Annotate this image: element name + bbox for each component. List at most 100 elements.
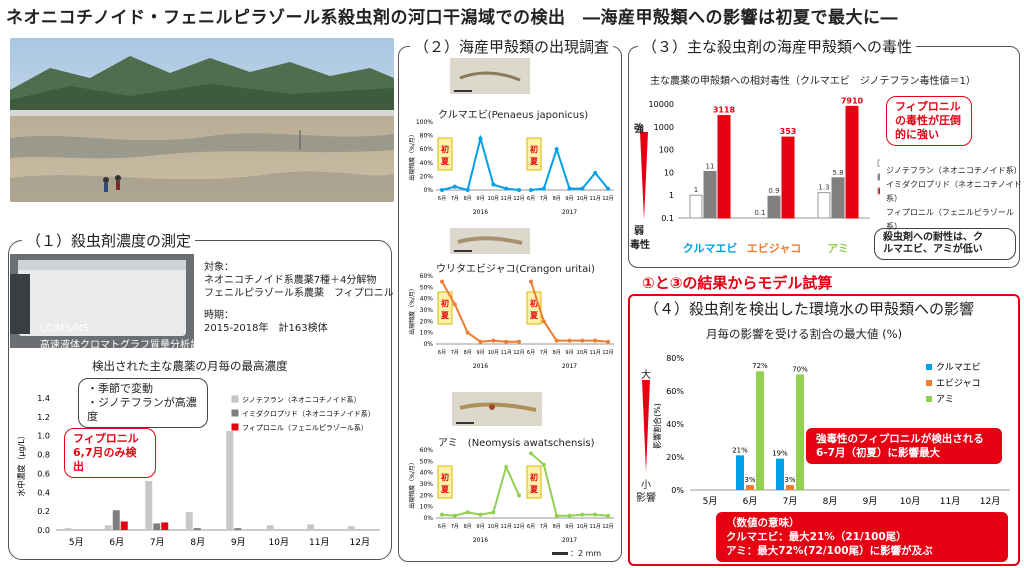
section4-panel (628, 294, 1020, 566)
bar-0 (185, 512, 193, 530)
data-point (554, 513, 559, 518)
year-label: 2017 (562, 209, 577, 216)
series-line (441, 134, 520, 192)
early-summer-label-top: 初 (530, 298, 538, 308)
early-summer-label-bottom: 夏 (440, 157, 450, 166)
x-tick-label: 7月 (783, 496, 798, 507)
data-point (517, 493, 521, 498)
kuruma-occurrence-chart: 0% 20% 40% 60% 80% 100%出現頻度（%/月） 初夏 6月 7月 8月 9月 10月… (408, 119, 614, 216)
early-summer-label-top: 初 (530, 144, 538, 154)
data-point (593, 171, 598, 175)
bar-1 (193, 528, 201, 530)
species-2-label: ウリタエビジャコ(Crangon uritai) (436, 264, 595, 275)
meaning-box: （数値の意味） クルマエビ：最大21%（21/100尾） アミ：最大72%(72… (716, 512, 1008, 562)
data-point (580, 338, 585, 343)
early-summer-box (437, 291, 453, 325)
section1-title: （１）殺虫剤濃度の測定 (22, 230, 196, 251)
y-axis-label: 出現頻度（%/月） (408, 285, 416, 335)
data-point (452, 302, 457, 307)
target-line-2: フェニルピラゾール系農薬 フィプロニル (204, 288, 394, 299)
y-axis-label: 出現頻度（%/月） (408, 131, 416, 181)
resistance-callout: 殺虫剤への耐性は、ク ルマエビ、アミが低い (874, 228, 1016, 260)
data-point (606, 513, 610, 518)
x-tick-label: 9月 (863, 496, 878, 507)
bar-value-label: 353 (780, 127, 797, 136)
legend-label: クルマエビ (936, 362, 981, 373)
x-tick-label: 12月 (513, 524, 524, 530)
y-axis-label: 影響割合(%) (652, 403, 662, 449)
data-point (440, 512, 444, 517)
legend-swatch (926, 364, 932, 370)
data-point (491, 338, 496, 343)
x-tick-label: 6月 (109, 537, 124, 548)
impact-label: 影響 (636, 493, 656, 504)
callout-line-2: 6-7月（初夏）に影響最大 (816, 447, 940, 459)
chart3-title: 主な農薬の甲殻類への相対毒性（クルマエビ ジノテフラン毒性値＝1） (650, 76, 976, 87)
y-tick-label: 10% (420, 330, 434, 337)
series-line (530, 281, 609, 343)
toxicity-label: 毒性 (630, 240, 650, 251)
x-tick-label: 9月 (565, 196, 573, 202)
x-tick-label: 11月 (589, 350, 600, 356)
concentration-chart: 0.0 0.2 0.4 0.6 0.8 1.0 1.2 1.4 水中濃度（μg/L） 5月 6月 7月… (16, 394, 380, 548)
y-tick-label: 80% (420, 133, 434, 140)
early-summer-label-top: 初 (441, 472, 449, 482)
x-tick-label: 8月 (190, 537, 205, 548)
x-tick-label: 11月 (309, 537, 329, 548)
y-tick-label: 10 (664, 168, 674, 177)
data-point (517, 339, 521, 344)
fip-note-2: 6,7月のみ検出 (73, 446, 137, 473)
data-point (491, 510, 496, 515)
bar-1 (234, 528, 242, 530)
early-summer-label-top: 初 (441, 298, 449, 308)
legend-swatch (877, 187, 880, 195)
y-tick-label: 0% (423, 187, 433, 194)
bar-value-label: 5.8 (832, 169, 843, 177)
y-tick-label: 0.8 (37, 451, 50, 460)
tox-legend-3: フィプロニル（フェニルピラゾール系） (886, 208, 1014, 231)
data-point (465, 188, 470, 192)
toxicity-wedge (640, 132, 648, 220)
category-label: クルマエビ (683, 241, 738, 255)
bar-2 (120, 521, 128, 530)
legend-swatch (877, 173, 880, 181)
x-tick-label: 11月 (500, 350, 511, 356)
data-point (529, 188, 533, 192)
data-point (452, 184, 457, 189)
x-tick-label: 6月 (438, 350, 446, 356)
y-tick-label: 20% (666, 453, 684, 462)
x-tick-label: 10月 (269, 537, 289, 548)
x-tick-label: 7月 (451, 350, 459, 356)
bar-value-label: 0.1 (754, 209, 765, 217)
x-tick-label: 8月 (553, 524, 561, 530)
data-point (554, 338, 559, 343)
series-line (441, 464, 520, 517)
y-tick-label: 1 (669, 191, 674, 200)
y-axis-label: 水中濃度（μg/L） (16, 431, 26, 496)
bar-value-label: 1 (694, 186, 698, 194)
early-summer-label-bottom: 夏 (529, 157, 539, 166)
y-tick-label: 10% (420, 504, 434, 511)
x-tick-label: 10月 (488, 524, 499, 530)
bar-value-label: 19% (772, 450, 788, 458)
y-tick-label: 60% (666, 387, 684, 396)
y-tick-label: 1.2 (37, 413, 50, 422)
section3-title: （３）主な殺虫剤の海産甲殻類への毒性 (638, 36, 917, 57)
early-summer-label-bottom: 夏 (440, 311, 450, 320)
tox-legend-2: イミダクロプリド（ネオニコチノイド系） (886, 180, 1022, 203)
x-tick-label: 8月 (464, 524, 472, 530)
early-summer-box (437, 465, 453, 499)
y-axis-label: 出現頻度（%/月） (408, 459, 416, 509)
data-point (541, 319, 546, 324)
chart1-title: 検出された主な農薬の月毎の最高濃度 (92, 359, 288, 373)
x-tick-label: 10月 (577, 524, 588, 530)
x-tick-label: 9月 (231, 537, 246, 548)
data-point (478, 512, 483, 517)
x-tick-label: 10月 (577, 196, 588, 202)
strong-label: 強 (634, 124, 644, 135)
period-line: 2015-2018年 計163検体 (204, 323, 328, 334)
model-title: ①と③の結果からモデル試算 (642, 274, 833, 292)
data-point (567, 513, 572, 518)
x-tick-label: 8月 (464, 350, 472, 356)
data-point (504, 186, 509, 191)
